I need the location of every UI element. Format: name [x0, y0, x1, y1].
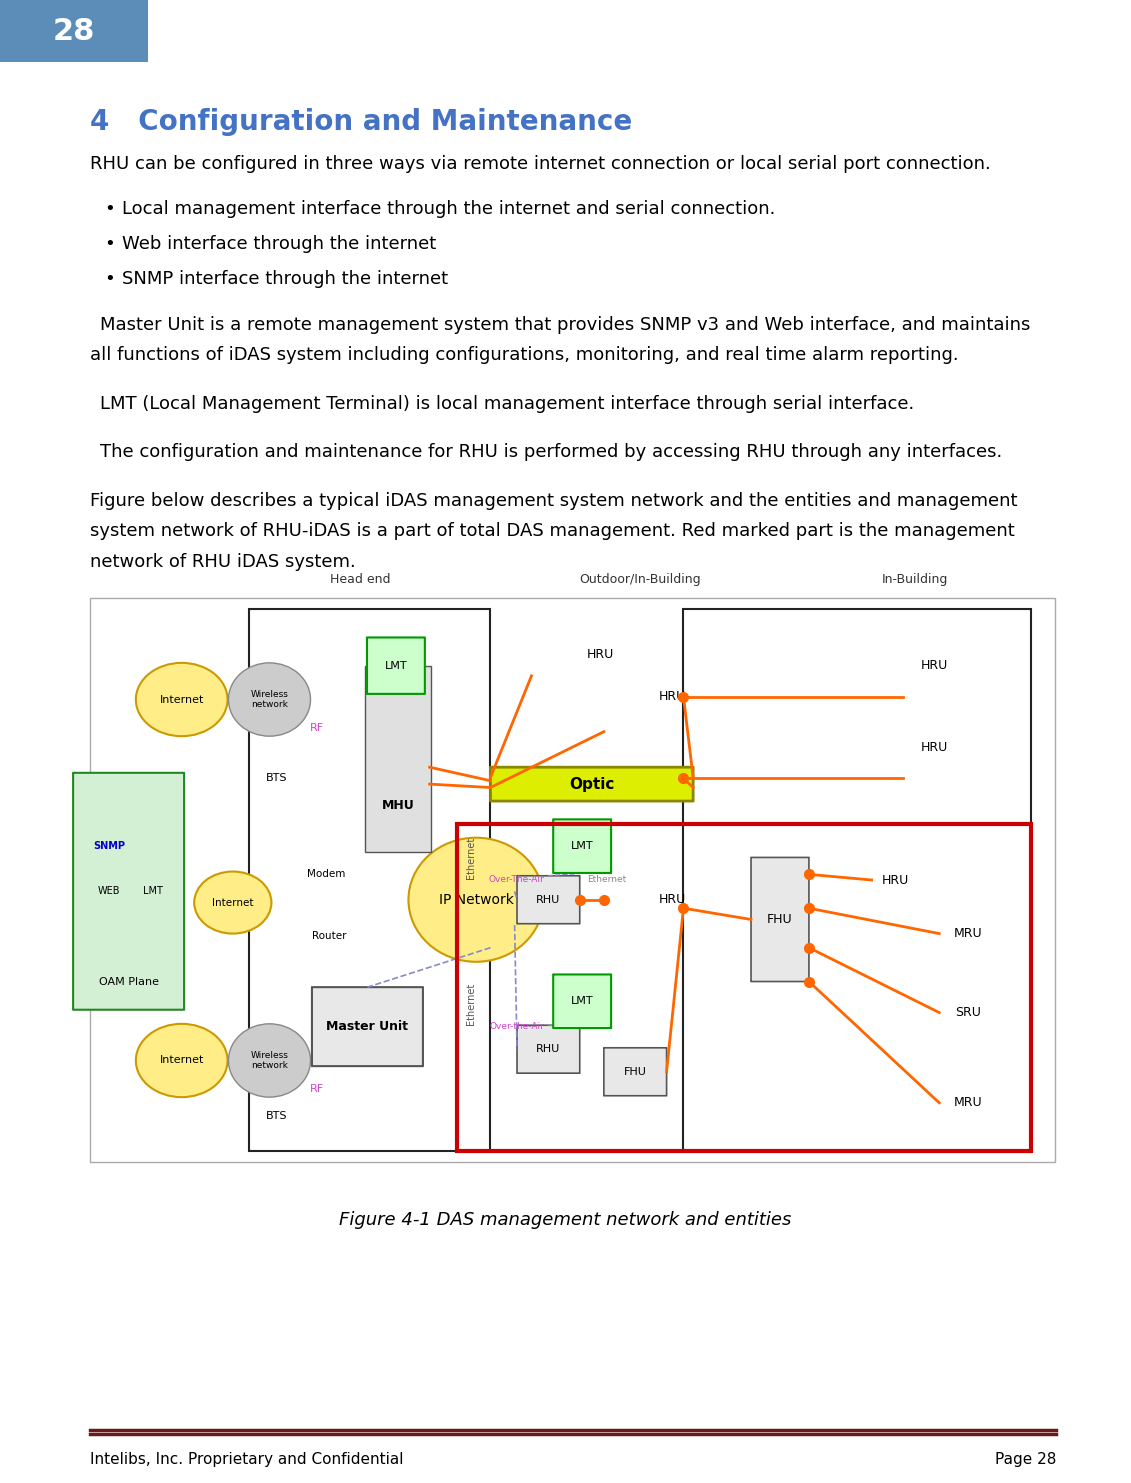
Text: LMT: LMT	[571, 997, 594, 1007]
Text: In-Building: In-Building	[882, 572, 948, 586]
FancyBboxPatch shape	[312, 988, 423, 1066]
Text: Master Unit: Master Unit	[327, 1020, 408, 1034]
Text: Internet: Internet	[159, 1056, 204, 1065]
FancyBboxPatch shape	[751, 857, 809, 982]
Text: Over-The-Air: Over-The-Air	[489, 875, 544, 884]
Text: all functions of iDAS system including configurations, monitoring, and real time: all functions of iDAS system including c…	[90, 347, 959, 365]
Text: SRU: SRU	[956, 1005, 981, 1019]
Text: RF: RF	[310, 1084, 323, 1093]
Text: Ethernet: Ethernet	[587, 875, 625, 884]
Text: Internet: Internet	[159, 694, 204, 704]
Text: RHU can be configured in three ways via remote internet connection or local seri: RHU can be configured in three ways via …	[90, 156, 991, 174]
FancyBboxPatch shape	[74, 773, 184, 1010]
Text: •: •	[105, 200, 115, 218]
Bar	[0, 0, 148, 62]
FancyBboxPatch shape	[517, 876, 580, 924]
Text: HRU: HRU	[659, 690, 687, 703]
Text: HRU: HRU	[587, 648, 614, 661]
Text: OAM Plane: OAM Plane	[98, 976, 158, 986]
Text: FHU: FHU	[624, 1066, 647, 1077]
Text: Master Unit is a remote management system that provides SNMP v3 and Web interfac: Master Unit is a remote management syste…	[100, 316, 1030, 334]
Text: The configuration and maintenance for RHU is performed by accessing RHU through : The configuration and maintenance for RH…	[100, 443, 1002, 461]
Text: MRU: MRU	[953, 927, 983, 940]
Ellipse shape	[195, 872, 271, 934]
Text: HRU: HRU	[921, 742, 948, 753]
Text: FHU: FHU	[767, 914, 793, 925]
Ellipse shape	[136, 663, 227, 736]
Text: Intelibs, Inc. Proprietary and Confidential: Intelibs, Inc. Proprietary and Confident…	[90, 1452, 404, 1467]
Bar	[683, 610, 1030, 1151]
FancyBboxPatch shape	[517, 1025, 580, 1074]
Text: Head end: Head end	[330, 572, 390, 586]
Text: Modem: Modem	[308, 869, 346, 879]
Text: Local management interface through the internet and serial connection.: Local management interface through the i…	[122, 200, 776, 218]
Text: HRU: HRU	[921, 658, 948, 672]
Text: HRU: HRU	[882, 873, 909, 887]
Text: Optic: Optic	[569, 777, 614, 792]
Text: system network of RHU-iDAS is a part of total DAS management. Red marked part is: system network of RHU-iDAS is a part of …	[90, 522, 1015, 540]
Ellipse shape	[136, 1023, 227, 1097]
Text: RHU: RHU	[536, 894, 561, 905]
Bar	[365, 666, 431, 851]
Text: Ethernet: Ethernet	[466, 983, 476, 1025]
Ellipse shape	[228, 663, 311, 736]
Text: Web interface through the internet: Web interface through the internet	[122, 236, 437, 254]
FancyBboxPatch shape	[604, 1048, 666, 1096]
Text: •: •	[105, 270, 115, 288]
Text: WEB: WEB	[98, 887, 121, 896]
Bar	[457, 823, 1030, 1151]
Text: 4   Configuration and Maintenance: 4 Configuration and Maintenance	[90, 108, 632, 136]
Text: BTS: BTS	[266, 773, 287, 783]
Text: network of RHU iDAS system.: network of RHU iDAS system.	[90, 553, 356, 571]
Text: Figure below describes a typical iDAS management system network and the entities: Figure below describes a typical iDAS ma…	[90, 491, 1018, 510]
FancyBboxPatch shape	[491, 767, 693, 801]
Text: Wireless
network: Wireless network	[251, 1051, 288, 1071]
Text: Page 28: Page 28	[994, 1452, 1056, 1467]
Text: MHU: MHU	[381, 799, 414, 811]
Ellipse shape	[228, 1023, 311, 1097]
Text: LMT (Local Management Terminal) is local management interface through serial int: LMT (Local Management Terminal) is local…	[100, 394, 914, 412]
Text: RF: RF	[310, 722, 323, 733]
Text: LMT: LMT	[143, 887, 163, 896]
Text: SNMP interface through the internet: SNMP interface through the internet	[122, 270, 448, 288]
Text: RHU: RHU	[536, 1044, 561, 1054]
Text: Over-the-Air: Over-the-Air	[489, 1022, 544, 1031]
Text: Outdoor/In-Building: Outdoor/In-Building	[579, 572, 701, 586]
Bar	[90, 598, 1055, 1163]
Bar	[249, 610, 491, 1151]
Ellipse shape	[408, 838, 544, 962]
Text: IP Network: IP Network	[439, 893, 513, 906]
FancyBboxPatch shape	[553, 820, 611, 873]
Text: BTS: BTS	[266, 1111, 287, 1121]
Text: Wireless
network: Wireless network	[251, 690, 288, 709]
Text: Figure 4-1 DAS management network and entities: Figure 4-1 DAS management network and en…	[339, 1212, 792, 1229]
Text: 28: 28	[53, 16, 95, 46]
FancyBboxPatch shape	[366, 638, 425, 694]
Text: Ethernet: Ethernet	[466, 836, 476, 878]
Text: LMT: LMT	[571, 841, 594, 851]
Text: Router: Router	[312, 931, 346, 942]
Text: SNMP: SNMP	[93, 841, 126, 851]
Text: LMT: LMT	[385, 661, 407, 670]
Text: HRU: HRU	[659, 893, 687, 906]
Text: MRU: MRU	[953, 1096, 983, 1109]
Text: Internet: Internet	[213, 897, 253, 908]
FancyBboxPatch shape	[553, 974, 611, 1028]
Text: •: •	[105, 236, 115, 254]
